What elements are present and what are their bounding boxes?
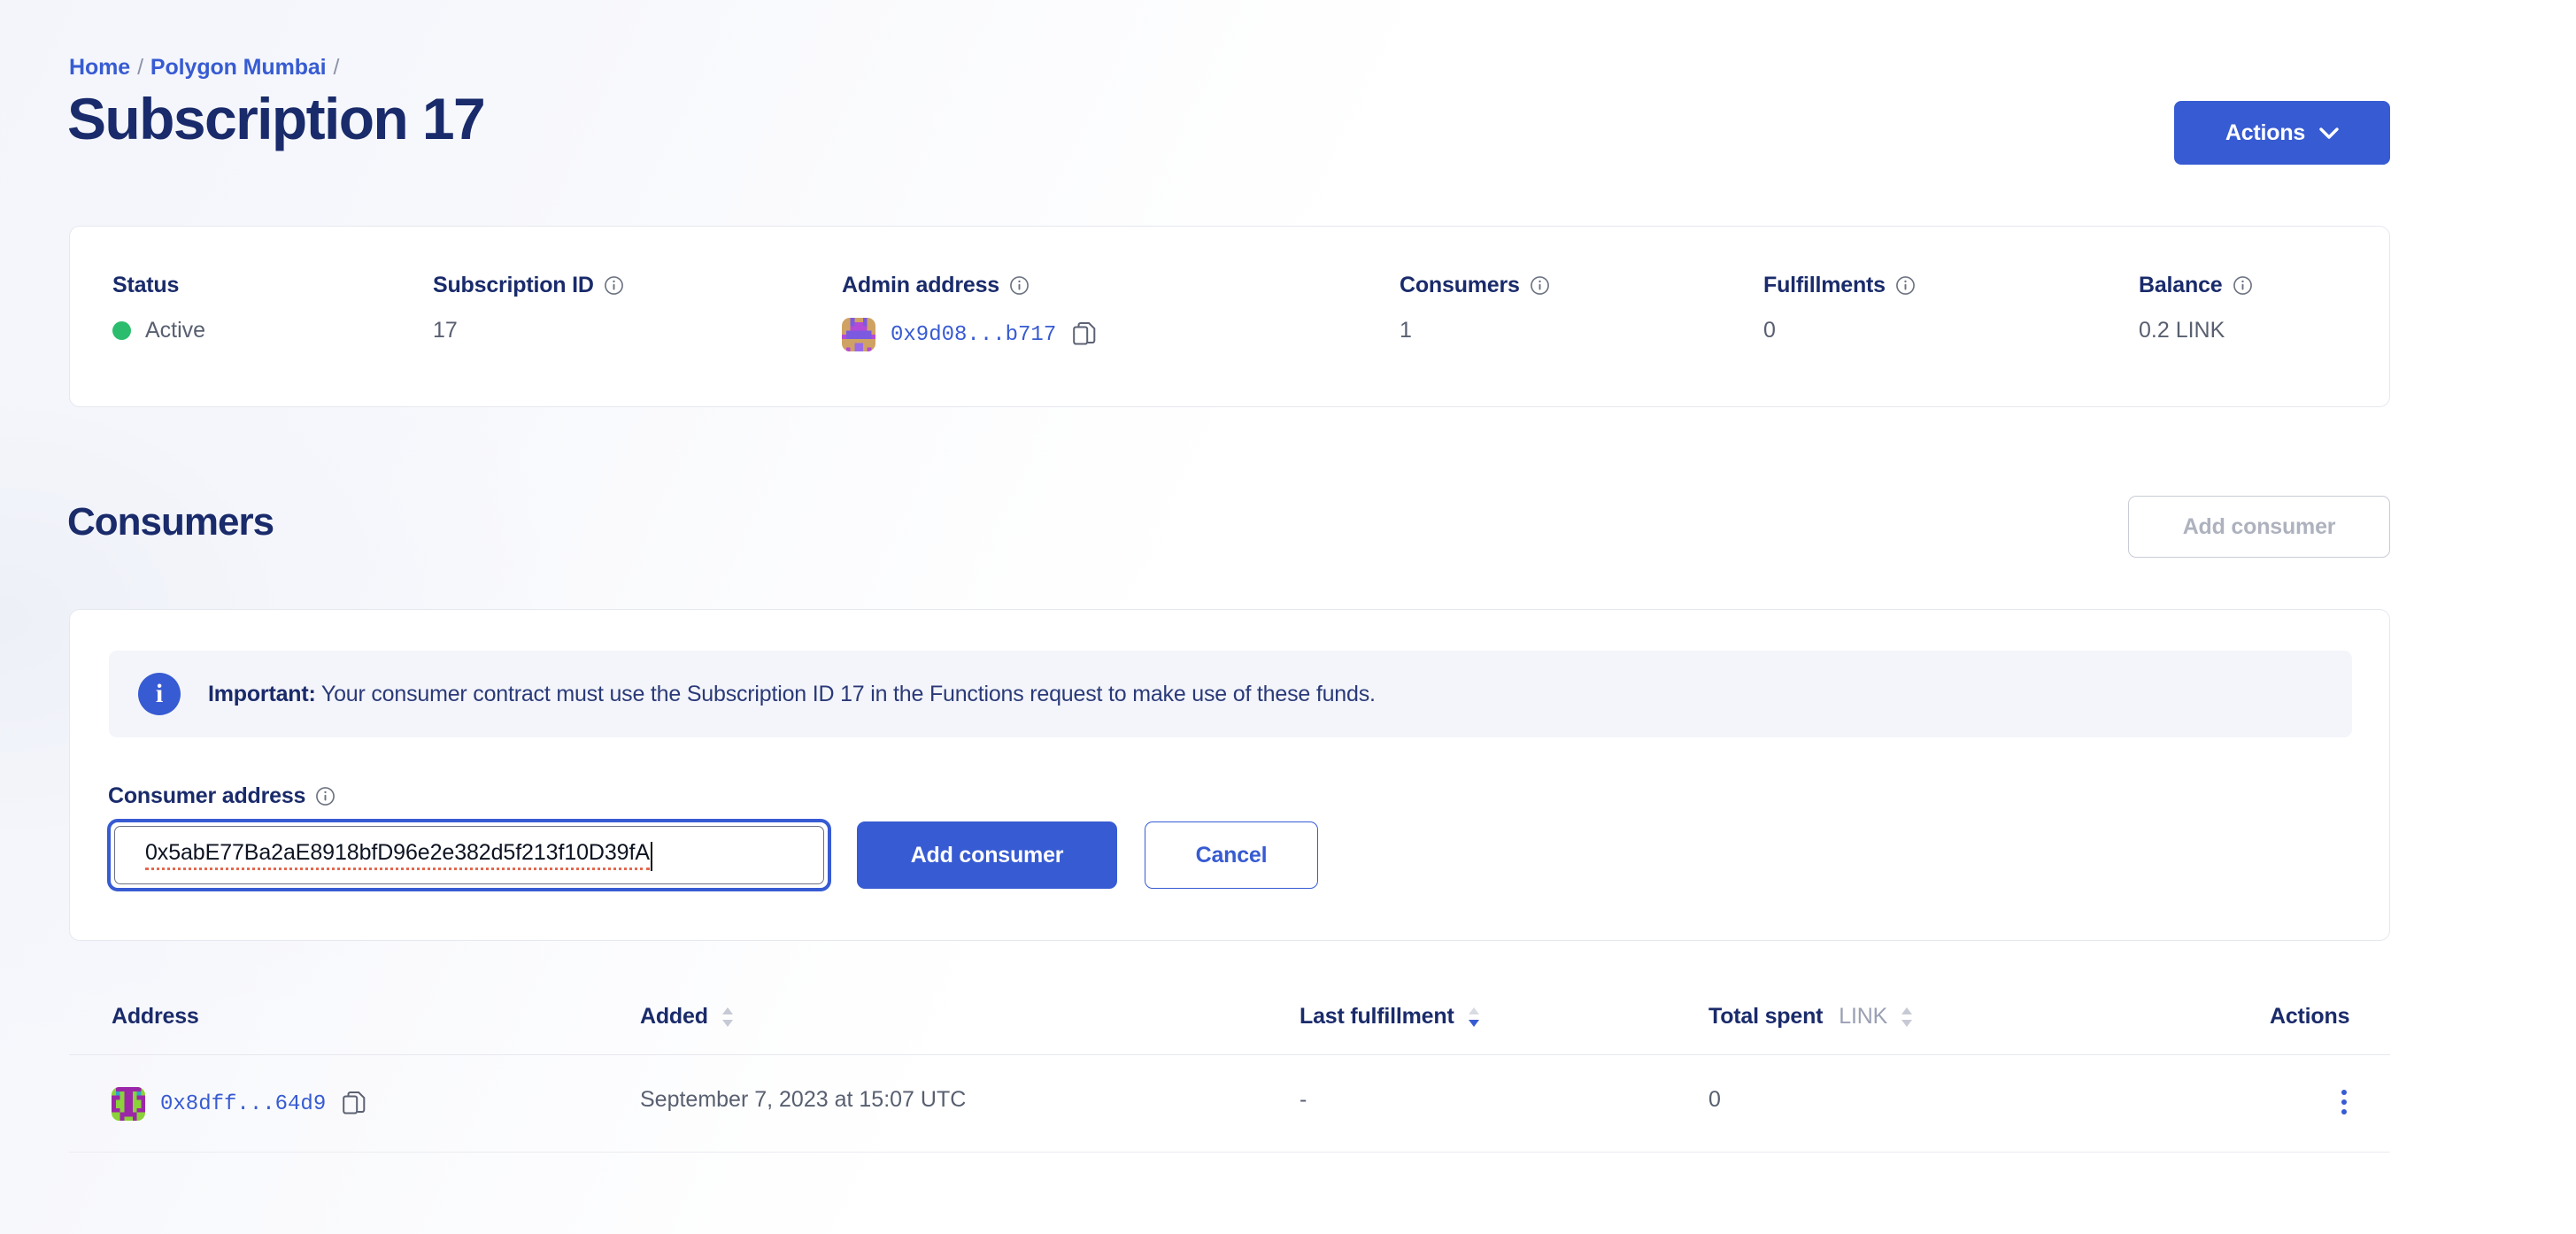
subscription-summary-card: Status Active Subscription ID 17 bbox=[69, 226, 2390, 407]
stat-fulfillments-label: Fulfillments bbox=[1763, 273, 1886, 297]
stat-consumers-label: Consumers bbox=[1400, 273, 1520, 297]
breadcrumb-item-polygon-mumbai[interactable]: Polygon Mumbai bbox=[150, 55, 327, 80]
stat-subscription-id-label: Subscription ID bbox=[433, 273, 594, 297]
copy-icon[interactable] bbox=[343, 1091, 366, 1116]
consumer-address-label: Consumer address bbox=[108, 783, 306, 808]
consumer-address-input-value: 0x5abE77Ba2aE8918bfD96e2e382d5f213f10D39… bbox=[145, 840, 650, 870]
info-icon[interactable] bbox=[1530, 275, 1550, 296]
status-badge: Active bbox=[145, 318, 206, 343]
sort-icon[interactable] bbox=[1900, 1006, 1914, 1029]
cell-last-fulfillment: - bbox=[1300, 1087, 1307, 1112]
copy-icon[interactable] bbox=[1073, 322, 1096, 347]
stat-status-label: Status bbox=[112, 273, 180, 297]
table-row: 0x8dff...64d9 September 7, 2023 at 15:07… bbox=[69, 1055, 2390, 1153]
breadcrumb-item-home[interactable]: Home bbox=[69, 55, 131, 80]
info-icon[interactable] bbox=[1895, 275, 1916, 296]
banner-prefix: Important: bbox=[208, 681, 316, 706]
add-consumer-button-top[interactable]: Add consumer bbox=[2128, 496, 2390, 558]
stat-subscription-id: Subscription ID 17 bbox=[433, 273, 624, 343]
total-spent-unit: LINK bbox=[1839, 1004, 1888, 1029]
actions-button[interactable]: Actions bbox=[2174, 101, 2390, 165]
stat-fulfillments: Fulfillments 0 bbox=[1763, 273, 1916, 343]
consumer-address-link[interactable]: 0x8dff...64d9 bbox=[160, 1091, 327, 1116]
breadcrumb: Home / Polygon Mumbai / bbox=[69, 55, 346, 81]
page-title: Subscription 17 bbox=[67, 86, 486, 151]
consumer-address-label-group: Consumer address bbox=[108, 783, 335, 809]
chevron-down-icon bbox=[2319, 127, 2339, 139]
breadcrumb-separator-1: / bbox=[137, 55, 143, 80]
consumer-address-input[interactable]: 0x5abE77Ba2aE8918bfD96e2e382d5f213f10D39… bbox=[107, 819, 831, 891]
cancel-button[interactable]: Cancel bbox=[1145, 821, 1318, 889]
sort-icon[interactable] bbox=[721, 1006, 735, 1029]
table-column-actions: Actions bbox=[2270, 1004, 2350, 1029]
cell-added: September 7, 2023 at 15:07 UTC bbox=[640, 1087, 967, 1112]
banner-message: Your consumer contract must use the Subs… bbox=[315, 681, 1376, 706]
consumers-table: Address Added Last fulfillment Total spe… bbox=[69, 970, 2390, 1153]
cell-total-spent: 0 bbox=[1708, 1087, 1721, 1112]
identicon-admin bbox=[842, 318, 875, 351]
add-consumer-submit-button[interactable]: Add consumer bbox=[857, 821, 1117, 889]
info-icon[interactable] bbox=[315, 786, 335, 806]
stat-balance-label: Balance bbox=[2139, 273, 2223, 297]
stat-consumers: Consumers 1 bbox=[1400, 273, 1550, 343]
table-column-total-spent[interactable]: Total spent LINK bbox=[1708, 1004, 1914, 1030]
sort-icon-desc[interactable] bbox=[1467, 1006, 1481, 1029]
stat-admin-address-label: Admin address bbox=[842, 273, 1000, 297]
text-caret bbox=[650, 841, 652, 871]
status-dot-icon bbox=[112, 321, 131, 340]
actions-button-label: Actions bbox=[2225, 120, 2306, 145]
stat-admin-address: Admin address bbox=[842, 273, 1096, 351]
admin-address-link[interactable]: 0x9d08...b717 bbox=[891, 322, 1057, 347]
breadcrumb-separator-2: / bbox=[333, 55, 340, 80]
important-banner: i Important: Your consumer contract must… bbox=[109, 651, 2352, 737]
stat-fulfillments-value: 0 bbox=[1763, 318, 1776, 343]
identicon-consumer bbox=[112, 1087, 145, 1121]
stat-subscription-id-value: 17 bbox=[433, 318, 458, 343]
consumers-section-title: Consumers bbox=[67, 500, 274, 544]
kebab-menu-icon[interactable] bbox=[2329, 1087, 2359, 1117]
table-column-last-fulfillment[interactable]: Last fulfillment bbox=[1300, 1004, 1481, 1030]
info-circle-icon: i bbox=[138, 673, 181, 715]
table-header-row: Address Added Last fulfillment Total spe… bbox=[69, 970, 2390, 1055]
table-column-address: Address bbox=[112, 1004, 199, 1029]
info-icon[interactable] bbox=[1009, 275, 1030, 296]
info-icon[interactable] bbox=[2233, 275, 2253, 296]
stat-status: Status Active bbox=[112, 273, 205, 343]
table-column-added[interactable]: Added bbox=[640, 1004, 735, 1030]
cell-address: 0x8dff...64d9 bbox=[112, 1087, 366, 1121]
stat-balance-value: 0.2 LINK bbox=[2139, 318, 2225, 343]
stat-balance: Balance 0.2 LINK bbox=[2139, 273, 2253, 343]
info-icon[interactable] bbox=[604, 275, 624, 296]
stat-consumers-value: 1 bbox=[1400, 318, 1412, 343]
